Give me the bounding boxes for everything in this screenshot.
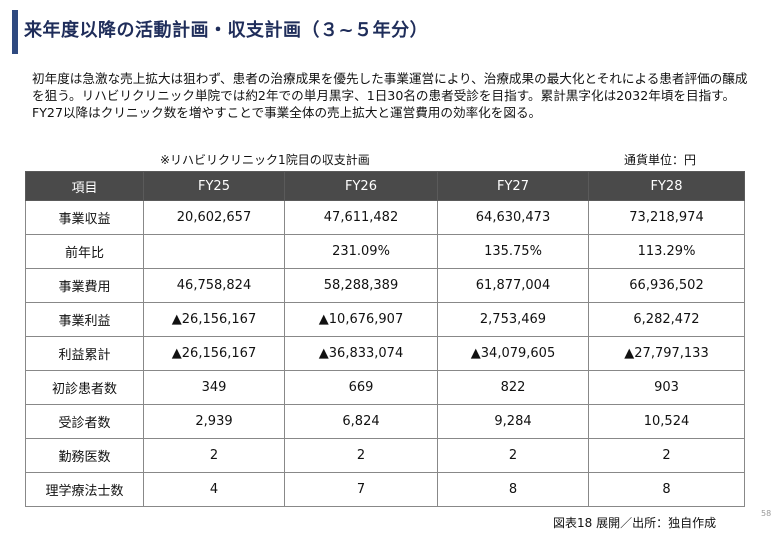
currency-unit: 通貨単位：円: [624, 153, 697, 167]
table-cell: 4: [143, 472, 285, 507]
header-item: 項目: [25, 171, 144, 201]
row-label: 受診者数: [25, 404, 144, 439]
table-cell: 9,284: [437, 404, 589, 439]
page-title: 来年度以降の活動計画・収支計画（３~５年分）: [24, 20, 429, 41]
table-cell: ▲34,079,605: [437, 336, 589, 371]
title-accent-bar: [12, 10, 18, 54]
table-cell: 113.29%: [588, 234, 745, 269]
table-cell: 20,602,657: [143, 200, 285, 235]
table-cell: [143, 234, 285, 269]
table-cell: 8: [437, 472, 589, 507]
header-fy28: FY28: [588, 171, 745, 201]
income-plan-table: 項目 FY25 FY26 FY27 FY28 事業収益 20,602,657 4…: [25, 171, 745, 507]
table-cell: 58,288,389: [284, 268, 438, 303]
intro-paragraph: 初年度は急激な売上拡大は狙わず、患者の治療成果を優先した事業運営により、治療成果…: [32, 71, 748, 120]
table-cell: 8: [588, 472, 745, 507]
table-cell: ▲26,156,167: [143, 336, 285, 371]
table-cell: ▲27,797,133: [588, 336, 745, 371]
table-cell: 135.75%: [437, 234, 589, 269]
table-cell: ▲26,156,167: [143, 302, 285, 337]
table-cell: 6,282,472: [588, 302, 745, 337]
table-cell: ▲36,833,074: [284, 336, 438, 371]
table-cell: 47,611,482: [284, 200, 438, 235]
page-number: 58: [761, 509, 772, 518]
row-label: 事業収益: [25, 200, 144, 235]
table-cell: 2: [284, 438, 438, 473]
table-row: 事業費用 46,758,824 58,288,389 61,877,004 66…: [25, 268, 745, 303]
table-row: 事業利益 ▲26,156,167 ▲10,676,907 2,753,469 6…: [25, 302, 745, 337]
row-label: 初診患者数: [25, 370, 144, 405]
table-cell: 903: [588, 370, 745, 405]
table-cell: 73,218,974: [588, 200, 745, 235]
header-fy27: FY27: [437, 171, 589, 201]
table-cell: 2,753,469: [437, 302, 589, 337]
figure-source-note: 図表18 展開／出所：独自作成: [553, 516, 717, 530]
table-cell: 231.09%: [284, 234, 438, 269]
table-cell: 66,936,502: [588, 268, 745, 303]
table-row: 利益累計 ▲26,156,167 ▲36,833,074 ▲34,079,605…: [25, 336, 745, 371]
table-cell: 7: [284, 472, 438, 507]
header-fy26: FY26: [284, 171, 438, 201]
table-row: 初診患者数 349 669 822 903: [25, 370, 745, 405]
table-caption: ※リハビリクリニック1院目の収支計画: [160, 153, 370, 167]
header-fy25: FY25: [143, 171, 285, 201]
table-row: 勤務医数 2 2 2 2: [25, 438, 745, 473]
table-row: 事業収益 20,602,657 47,611,482 64,630,473 73…: [25, 200, 745, 235]
row-label: 事業費用: [25, 268, 144, 303]
table-cell: 669: [284, 370, 438, 405]
table-row: 理学療法士数 4 7 8 8: [25, 472, 745, 507]
table-cell: ▲10,676,907: [284, 302, 438, 337]
table-cell: 2: [588, 438, 745, 473]
table-cell: 46,758,824: [143, 268, 285, 303]
table-row: 前年比 231.09% 135.75% 113.29%: [25, 234, 745, 269]
table-row: 受診者数 2,939 6,824 9,284 10,524: [25, 404, 745, 439]
table-cell: 822: [437, 370, 589, 405]
row-label: 利益累計: [25, 336, 144, 371]
row-label: 勤務医数: [25, 438, 144, 473]
table-cell: 2: [437, 438, 589, 473]
row-label: 前年比: [25, 234, 144, 269]
table-cell: 10,524: [588, 404, 745, 439]
row-label: 事業利益: [25, 302, 144, 337]
table-cell: 6,824: [284, 404, 438, 439]
table-header-row: 項目 FY25 FY26 FY27 FY28: [25, 171, 745, 201]
table-cell: 64,630,473: [437, 200, 589, 235]
table-cell: 2,939: [143, 404, 285, 439]
table-cell: 2: [143, 438, 285, 473]
row-label: 理学療法士数: [25, 472, 144, 507]
table-cell: 61,877,004: [437, 268, 589, 303]
table-cell: 349: [143, 370, 285, 405]
